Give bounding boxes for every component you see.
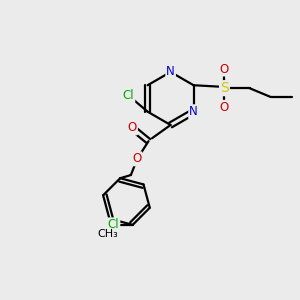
Text: N: N [166, 65, 175, 79]
Text: Cl: Cl [123, 89, 134, 102]
Text: O: O [220, 62, 229, 76]
Text: O: O [132, 152, 141, 165]
Text: Cl: Cl [108, 218, 119, 231]
Text: O: O [128, 122, 137, 134]
Text: CH₃: CH₃ [98, 229, 118, 239]
Text: O: O [220, 101, 229, 114]
Text: N: N [189, 105, 198, 118]
Text: S: S [220, 81, 229, 95]
